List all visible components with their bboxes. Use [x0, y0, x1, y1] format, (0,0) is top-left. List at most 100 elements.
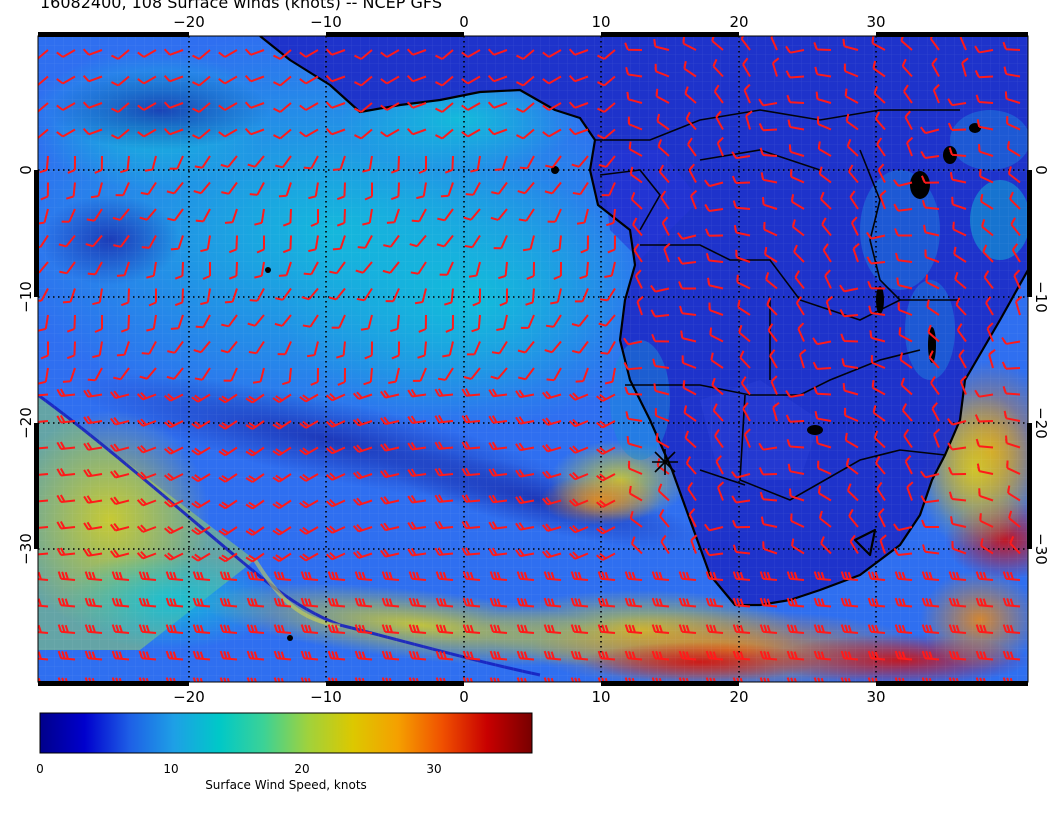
wind-barb — [164, 472, 184, 482]
wind-barb — [84, 571, 103, 581]
wind-barb — [62, 367, 76, 383]
wind-barb — [818, 166, 832, 184]
wind-barb — [732, 650, 751, 661]
wind-barb — [948, 147, 967, 157]
wind-barb — [868, 305, 886, 316]
wind-barb — [163, 75, 184, 83]
wind-barb — [598, 314, 616, 327]
wind-barb — [568, 498, 589, 507]
lon-labels-top: −20 −10 0 10 20 30 — [173, 13, 885, 31]
wind-barb — [299, 446, 319, 456]
wind-barb — [408, 597, 427, 608]
wind-barb — [38, 547, 49, 556]
wind-barb — [650, 309, 670, 318]
wind-barb — [136, 550, 157, 560]
wind-barb — [299, 393, 319, 403]
wind-barb — [462, 597, 481, 608]
wind-barb — [623, 362, 643, 371]
wind-barb — [111, 624, 130, 634]
wind-barb — [84, 597, 103, 608]
wind-barb — [627, 116, 643, 131]
lon-label-top: 10 — [591, 13, 610, 31]
wind-barb — [785, 45, 805, 54]
wind-barb — [879, 534, 887, 554]
wind-barb — [56, 75, 76, 85]
wind-barb — [277, 341, 292, 356]
wind-barb — [38, 494, 49, 503]
wind-barb — [308, 182, 319, 200]
wind-barb — [904, 455, 913, 475]
wind-barb — [873, 430, 886, 449]
wind-barb — [597, 571, 616, 581]
wind-barb — [256, 235, 265, 254]
wind-barb — [655, 88, 670, 104]
wind-barb — [146, 314, 157, 332]
wind-barb — [628, 141, 643, 157]
wind-barb — [444, 288, 454, 306]
wind-barb — [84, 624, 103, 634]
wind-barb — [38, 467, 49, 477]
lon-label-top: −10 — [310, 13, 342, 31]
colorbar-tick-label: 0 — [36, 762, 44, 776]
wind-barb — [813, 42, 832, 51]
wind-barb — [380, 128, 400, 138]
wind-barb — [921, 650, 940, 661]
wind-barb — [731, 175, 751, 184]
wind-barb — [83, 521, 103, 531]
wind-barb — [661, 216, 670, 236]
wind-barb — [787, 463, 805, 475]
wind-barb — [763, 221, 778, 237]
wind-barb — [38, 520, 49, 530]
wind-barb — [191, 499, 211, 509]
wind-barb — [327, 597, 346, 608]
wind-barb — [568, 524, 589, 534]
wind-barb — [604, 367, 616, 385]
wind-barb — [976, 463, 994, 475]
wind-barb — [543, 571, 562, 581]
wind-barb — [630, 191, 643, 210]
wind-barb — [947, 442, 967, 451]
wind-barb — [601, 182, 616, 197]
wind-barb — [678, 571, 697, 581]
wind-barb — [894, 650, 913, 661]
wind-barb — [224, 208, 238, 224]
wind-barb — [516, 75, 535, 87]
wind-barb — [516, 677, 535, 682]
wind-barb — [570, 571, 589, 581]
wind-barb — [759, 650, 778, 661]
wind-barb — [1002, 571, 1021, 581]
wind-barb — [113, 234, 130, 248]
wind-barb — [542, 128, 562, 138]
wind-barb — [975, 597, 994, 608]
wind-barb — [435, 75, 454, 87]
wind-barb — [766, 297, 778, 316]
wind-barb — [218, 393, 238, 404]
wind-barb — [487, 75, 508, 83]
wind-barb — [798, 348, 807, 369]
wind-barb — [974, 45, 994, 54]
wind-barb — [164, 525, 184, 535]
lat-labels-left: 0 −10 −20 −30 — [17, 165, 35, 565]
wind-barb — [871, 36, 886, 51]
wind-barb — [626, 435, 643, 449]
location-star-marker — [652, 449, 678, 475]
wind-barb — [793, 244, 805, 263]
wind-barb — [488, 388, 508, 398]
wind-barb — [472, 288, 481, 307]
wind-barb — [146, 261, 157, 279]
wind-barb — [606, 208, 616, 227]
wind-barb — [191, 526, 211, 536]
wind-barb — [812, 337, 832, 346]
wind-barb — [896, 277, 913, 290]
wind-barb — [846, 138, 859, 157]
wind-barb — [390, 155, 400, 174]
wind-barb — [543, 597, 562, 608]
wind-barb — [568, 392, 589, 401]
wind-barb — [254, 261, 265, 279]
wind-barb — [568, 551, 589, 560]
wind-barb — [192, 677, 211, 682]
wind-barb — [736, 274, 751, 290]
wind-barb — [568, 128, 589, 136]
wind-barb — [901, 403, 913, 422]
wind-barb — [141, 235, 157, 249]
